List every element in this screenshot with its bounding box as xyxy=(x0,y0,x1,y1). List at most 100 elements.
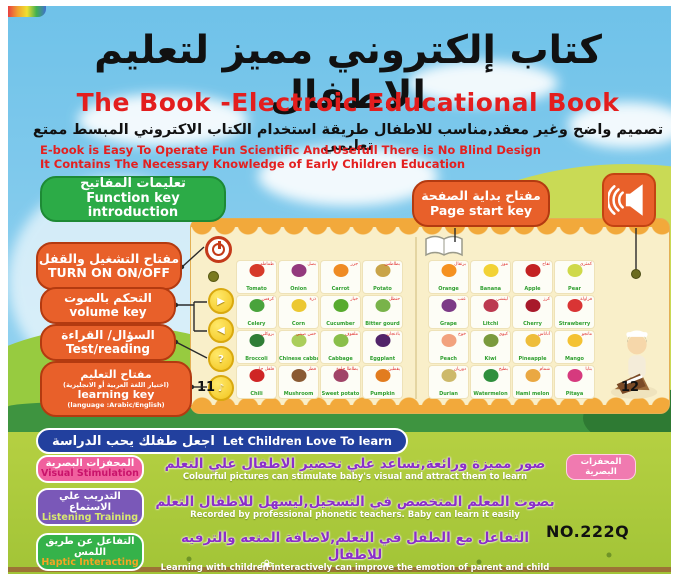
page-start-book-icon xyxy=(425,235,463,257)
vegetable-card: فلفل حار Chili xyxy=(237,366,276,398)
photo-edge xyxy=(8,567,671,572)
title-english: The Book -Electroic Educational Book xyxy=(76,88,620,117)
fruit-name-arabic: كمثرى xyxy=(579,261,592,267)
fruit-card: عنب Grape xyxy=(429,296,468,328)
fruit-card: فراولة Strawberry xyxy=(555,296,594,328)
callout-english: Test/reading xyxy=(66,341,150,356)
speaker-icon xyxy=(602,173,656,227)
fruit-name-english: Orange xyxy=(438,286,459,292)
vegetable-card: كرفس Celery xyxy=(237,296,276,328)
rainbow-icon xyxy=(8,6,46,17)
vegetable-card: باذنجان Eggplant xyxy=(363,331,402,363)
fruit-card: شمام Hami melon xyxy=(513,366,552,398)
callout-power-key: مفتاح التشغيل والقفل TURN ON ON/OFF xyxy=(36,242,182,290)
vegetable-card: طماطم Tomato xyxy=(237,261,276,293)
fruit-image xyxy=(441,369,456,382)
fruit-name-arabic: كيوي xyxy=(498,331,508,337)
fruit-image xyxy=(567,369,582,382)
indicator-dot xyxy=(208,271,219,282)
fruit-image xyxy=(525,369,540,382)
fruit-name-english: Pear xyxy=(568,286,581,292)
feature-badge-english: Haptic Interacting xyxy=(41,556,139,568)
vegetable-image xyxy=(333,334,348,347)
vegetable-name-english: Tomato xyxy=(246,286,267,292)
fruit-name-english: Kiwi xyxy=(484,356,497,362)
book-spine xyxy=(415,237,417,399)
vegetable-grid: طماطم Tomato بصل Onion جزر Carrot xyxy=(237,261,402,398)
fruit-name-arabic: برتقال xyxy=(454,261,466,267)
vegetable-name-english: Corn xyxy=(291,321,306,327)
vegetable-name-arabic: طماطم xyxy=(259,261,274,267)
book-bottom-trim xyxy=(191,396,669,413)
callout-arabic: مفتاح بداية الصفحة xyxy=(421,188,541,204)
fruit-name-english: Pineapple xyxy=(518,356,547,362)
fruit-card: ليتشي Litchi xyxy=(471,296,510,328)
fruit-name-english: Durian xyxy=(439,391,458,397)
feature-text-english: Colourful pictures can stimulate baby's … xyxy=(182,472,528,482)
fruit-card: تفاح Apple xyxy=(513,261,552,293)
banner-let-children-love-to-learn: اجعل طفلك يحب الدراسة Let Children Love … xyxy=(36,428,408,454)
description-line-1: E-book is Easy To Operate Fun Scientific… xyxy=(40,143,541,157)
fruit-image xyxy=(567,264,582,277)
vegetable-name-english: Chili xyxy=(250,391,263,397)
vegetable-name-english: Pumpkin xyxy=(370,391,395,397)
feature-badge-arabic: المحفزات البصرية xyxy=(45,458,135,470)
fruit-name-arabic: بتايا xyxy=(585,366,592,372)
callout-arabic-sub: (اختيار اللغة العربية أو الانجليزية) xyxy=(63,380,169,389)
vegetable-name-arabic: جزر xyxy=(350,261,358,267)
fruit-image xyxy=(483,299,498,312)
feature-text-english: Learning with children interactively can… xyxy=(160,562,550,573)
fruit-name-arabic: كرز xyxy=(543,296,550,302)
fruit-image xyxy=(525,334,540,347)
fruit-name-english: Strawberry xyxy=(558,321,591,327)
feature-text-arabic: التفاعل مع الطفل في التعلم,لاضافة المتعه… xyxy=(180,530,529,563)
device-button-column: ▶ ◀? ♪ xyxy=(208,288,234,401)
fruit-image xyxy=(441,264,456,277)
fruit-image xyxy=(525,264,540,277)
fruit-name-arabic: شمام xyxy=(539,366,550,372)
callout-function-key-introduction: تعليمات المفاتيح Function key introducti… xyxy=(40,176,226,222)
callout-english: learning key xyxy=(77,388,155,401)
fruit-card: خوخ Peach xyxy=(429,331,468,363)
vegetable-card: خس صيني Chinese cabbage xyxy=(279,331,318,363)
callout-arabic: السؤال/ القراءة xyxy=(61,327,155,342)
fruit-image xyxy=(483,264,498,277)
vegetable-image xyxy=(249,369,264,382)
vegetable-name-english: Cabbage xyxy=(328,356,353,362)
power-button xyxy=(205,236,232,263)
fruit-image xyxy=(441,334,456,347)
vegetable-image xyxy=(375,264,390,277)
vegetable-image xyxy=(375,369,390,382)
description-line-2: It Contains The Necessary Knowledge of E… xyxy=(40,156,466,171)
feature-badge-english: Visual Stimulation xyxy=(41,468,139,480)
vegetable-name-english: Broccoli xyxy=(245,356,268,362)
feature-badge: التدريب علي الاستماع Listening Training xyxy=(36,488,144,527)
vegetable-card: بطاطس Potato xyxy=(363,261,402,293)
vegetable-name-english: Onion xyxy=(290,286,307,292)
cloud xyxy=(258,146,438,206)
title-arabic: كتاب إلكتروني مميز لتعليم الاطفال xyxy=(94,28,602,118)
vegetable-image xyxy=(249,334,264,347)
feature-text: التفاعل مع الطفل في التعلم,لاضافة المتعه… xyxy=(152,530,558,573)
feature-text: بصوت المعلم المتخصص في التسجيل,ليسهل للا… xyxy=(152,494,558,520)
callout-page-start-key: مفتاح بداية الصفحة Page start key xyxy=(412,180,550,227)
cloud xyxy=(568,102,671,148)
vegetable-card: فطر Mushroom xyxy=(279,366,318,398)
vegetable-name-arabic: فطر xyxy=(307,366,316,372)
fruit-name-arabic: خوخ xyxy=(457,331,466,337)
electronic-book: ▶ ◀? ♪ طماطم Tomato بصل Onion xyxy=(190,218,670,414)
fruit-name-arabic: عنب xyxy=(457,296,466,302)
vegetable-name-english: Sweet potato xyxy=(321,391,360,397)
callout-arabic: التحكم بالصوت xyxy=(64,290,152,305)
feature-text-english: Recorded by professional phonetic teache… xyxy=(190,510,520,521)
device-button: ▶ xyxy=(208,288,234,314)
scene-background: ❀ كتاب إلكتروني مميز لتعليم الاطفال The … xyxy=(8,6,671,574)
banner-arabic: اجعل طفلك يحب الدراسة xyxy=(52,433,215,449)
vegetable-name-arabic: بصل xyxy=(307,261,316,267)
fruit-image xyxy=(483,334,498,347)
vegetable-image xyxy=(249,264,264,277)
fruit-image xyxy=(483,369,498,382)
fruit-name-arabic: بطيخ xyxy=(498,366,508,372)
fruit-grid: برتقال Orange موز Banana تفاح Apple xyxy=(429,261,594,398)
model-number: NO.222Q xyxy=(546,522,630,541)
